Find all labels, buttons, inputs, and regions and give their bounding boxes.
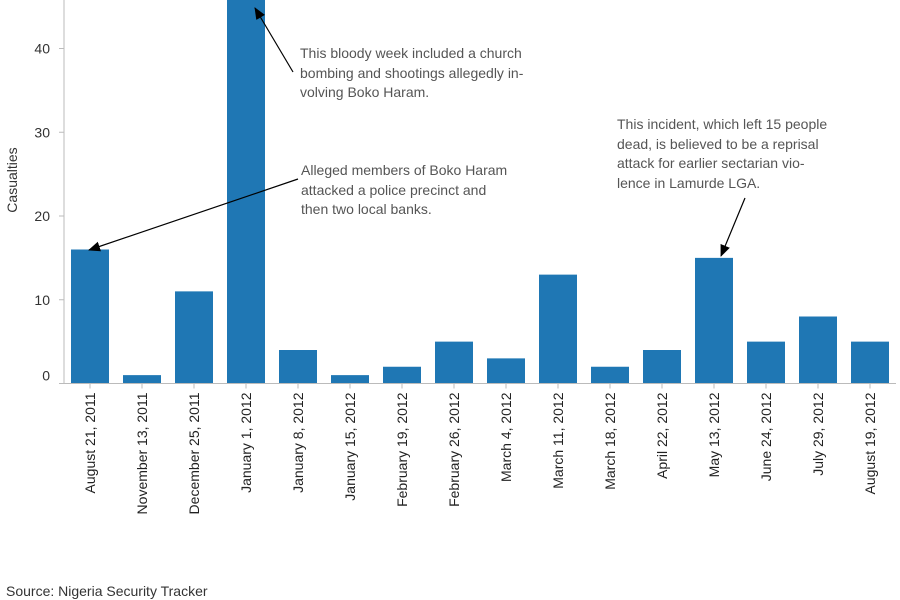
bar [695,257,733,384]
annotation-church-bombing: This bloody week included a church bombi… [300,44,570,103]
y-tick-label: 0 [42,368,50,384]
y-tick-label: 40 [34,41,50,57]
x-tick-label: February 19, 2012 [394,392,410,507]
annotation-arrow [254,7,294,73]
bar [591,366,629,384]
x-tick-label: June 24, 2012 [758,392,774,481]
annotation-line: dead, is believed to be a reprisal [617,135,819,152]
bar [175,291,213,384]
x-tick-label: March 11, 2012 [550,392,566,488]
y-tick-label: 30 [34,124,50,140]
x-tick-label: May 13, 2012 [706,392,722,477]
bar [747,341,785,384]
x-tick-label: January 8, 2012 [290,392,306,493]
bar [123,375,161,384]
y-axis-label: Casualties [4,147,20,212]
bar [539,274,577,384]
annotation-line: then two local banks. [301,201,432,217]
annotation-line: This bloody week included a church [300,45,522,61]
source-note: Source: Nigeria Security Tracker [6,583,208,599]
annotation-line: attacked a police precinct and [301,181,487,198]
annotation-line: Alleged members of Boko Haram [301,162,508,178]
bar [279,350,317,384]
x-tick-label: March 18, 2012 [602,392,618,489]
x-tick-label: August 19, 2012 [862,392,878,494]
bar [643,350,681,384]
bar [383,366,421,384]
bar [71,249,109,384]
x-tick-label: November 13, 2011 [134,392,150,514]
annotation-arrow [88,178,299,252]
x-tick-label: December 25, 2011 [186,392,202,514]
annotation-line: volving Boko Haram. [300,84,430,100]
x-tick-label: July 29, 2012 [810,392,826,475]
x-tick-label: February 26, 2012 [446,392,462,507]
bar [487,358,525,384]
x-tick-label: January 1, 2012 [238,392,254,493]
bar [799,316,837,384]
annotation-arrow [720,197,746,257]
bar [331,375,369,384]
x-tick-label: March 4, 2012 [498,392,514,482]
annotation-line: attack for earlier sectarian vio- [617,155,805,171]
x-tick-label: January 15, 2012 [342,392,358,500]
x-tick-label: August 21, 2011 [82,392,98,493]
annotation-line: lence in Lamurde LGA. [617,174,761,191]
annotation-line: bombing and shootings allegedly in- [300,64,524,81]
bar [851,341,889,384]
y-tick-label: 10 [34,292,50,308]
y-tick-label: 20 [34,208,50,224]
annotation-line: This incident, which left 15 people [617,116,828,132]
x-tick-label: April 22, 2012 [654,392,670,479]
bar [435,341,473,384]
annotation-reprisal-attack: This incident, which left 15 people dead… [617,115,882,193]
annotation-police-precinct: Alleged members of Boko Haram attacked a… [301,161,556,220]
